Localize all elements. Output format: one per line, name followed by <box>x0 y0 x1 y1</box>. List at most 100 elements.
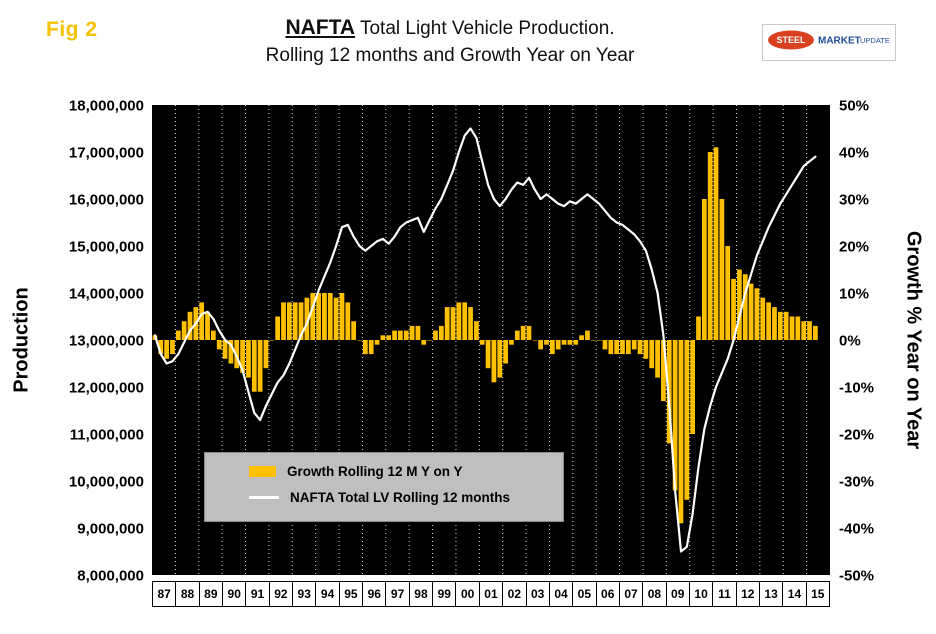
growth-bar <box>304 297 310 340</box>
right-axis-tick: 20% <box>839 239 869 256</box>
growth-bar <box>333 297 339 340</box>
growth-bar <box>158 340 164 355</box>
x-axis-label: 09 <box>665 582 689 606</box>
growth-bar <box>579 335 584 340</box>
growth-bar <box>585 330 590 340</box>
growth-bar <box>211 330 216 340</box>
growth-bar <box>532 340 538 341</box>
growth-bar <box>398 330 403 340</box>
x-axis-label: 12 <box>735 582 759 606</box>
growth-bar <box>351 321 357 340</box>
x-axis-label: 13 <box>758 582 782 606</box>
growth-bar <box>555 340 561 350</box>
x-axis-label: 90 <box>222 582 245 606</box>
growth-bar <box>514 330 520 340</box>
growth-bar <box>620 340 625 355</box>
growth-bar <box>737 269 742 340</box>
growth-bar <box>550 340 555 355</box>
growth-bar <box>357 340 362 341</box>
growth-bar <box>228 340 234 364</box>
growth-bar <box>538 340 544 350</box>
x-axis-label: 06 <box>595 582 619 606</box>
growth-bar <box>643 340 649 359</box>
growth-bar <box>462 302 468 340</box>
x-axis-label: 96 <box>362 582 385 606</box>
growth-bar <box>497 340 503 378</box>
x-axis-label: 91 <box>245 582 268 606</box>
logo-update-text: UPDATE <box>860 36 890 45</box>
growth-bar <box>637 340 643 355</box>
x-axis-label: 11 <box>712 582 735 606</box>
legend-label-growth: Growth Rolling 12 M Y on Y <box>287 464 463 479</box>
growth-bar <box>298 302 304 340</box>
growth-bar <box>596 340 602 341</box>
growth-bar <box>678 340 684 524</box>
chart-title-line2: Rolling 12 months and Growth Year on Yea… <box>265 45 635 66</box>
growth-bar <box>655 340 660 378</box>
growth-bar <box>526 325 532 340</box>
x-axis-label: 15 <box>805 582 829 606</box>
growth-bar <box>684 340 690 500</box>
growth-bar <box>690 340 696 434</box>
growth-bar <box>164 340 169 359</box>
growth-bar <box>456 302 462 340</box>
growth-bar <box>386 335 392 340</box>
left-axis-tick: 14,000,000 <box>69 286 144 303</box>
growth-bar <box>263 340 269 369</box>
growth-bar <box>251 340 257 392</box>
logo-graphic: STEEL MARKET UPDATE <box>768 30 890 50</box>
x-axis-label: 10 <box>688 582 712 606</box>
growth-bar <box>608 340 614 355</box>
growth-bar <box>725 246 731 340</box>
growth-bar <box>509 340 514 345</box>
right-axis-tick: -50% <box>839 568 874 585</box>
left-axis-ticks: 18,000,000 17,000,000 16,000,000 15,000,000… <box>69 98 144 585</box>
left-axis-tick: 17,000,000 <box>69 145 144 162</box>
right-axis-tick: -20% <box>839 427 874 444</box>
growth-bar <box>316 293 321 340</box>
growth-bar <box>421 340 427 345</box>
logo-swoosh <box>768 30 814 50</box>
growth-bar <box>403 330 409 340</box>
chart-legend: Growth Rolling 12 M Y on Y NAFTA Total L… <box>204 452 564 522</box>
growth-bar <box>783 311 789 340</box>
growth-bar <box>631 340 637 350</box>
growth-bar <box>813 325 818 340</box>
growth-bar <box>246 340 251 378</box>
right-axis-tick: 10% <box>839 286 869 303</box>
growth-bar <box>760 297 766 340</box>
x-axis-label: 05 <box>572 582 595 606</box>
right-axis-tick: 40% <box>839 145 869 162</box>
steel-market-update-logo: STEEL MARKET UPDATE <box>762 24 896 61</box>
growth-bar <box>479 340 485 345</box>
x-axis-label: 00 <box>455 582 478 606</box>
growth-bar <box>701 199 707 340</box>
figure-label: Fig 2 <box>46 18 98 41</box>
growth-bar <box>281 302 286 340</box>
growth-bar <box>485 340 491 369</box>
x-axis-label: 07 <box>618 582 642 606</box>
logo-steel-text: STEEL <box>776 35 806 45</box>
x-axis-label: 03 <box>525 582 549 606</box>
growth-bar <box>257 340 263 392</box>
x-axis-label: 04 <box>548 582 572 606</box>
right-axis-tick: 0% <box>839 333 861 350</box>
x-axis-label: 94 <box>315 582 338 606</box>
right-axis-tick: -30% <box>839 474 874 491</box>
x-axis-label: 99 <box>432 582 455 606</box>
growth-bar <box>754 288 760 340</box>
title-line1-rest: Total Light Vehicle Production. <box>355 18 615 39</box>
legend-item-growth: Growth Rolling 12 M Y on Y <box>249 464 563 479</box>
right-axis-tick: -10% <box>839 380 874 397</box>
growth-bar <box>731 278 736 340</box>
growth-bar <box>707 152 713 340</box>
growth-bar <box>614 340 620 355</box>
growth-bar <box>427 340 432 341</box>
x-axis-label: 92 <box>268 582 292 606</box>
growth-bar <box>573 340 579 345</box>
chart-title: NAFTA Total Light Vehicle Production. Ro… <box>150 14 750 69</box>
x-axis-label: 98 <box>408 582 432 606</box>
legend-line-swatch <box>249 496 279 499</box>
growth-bar <box>286 302 292 340</box>
